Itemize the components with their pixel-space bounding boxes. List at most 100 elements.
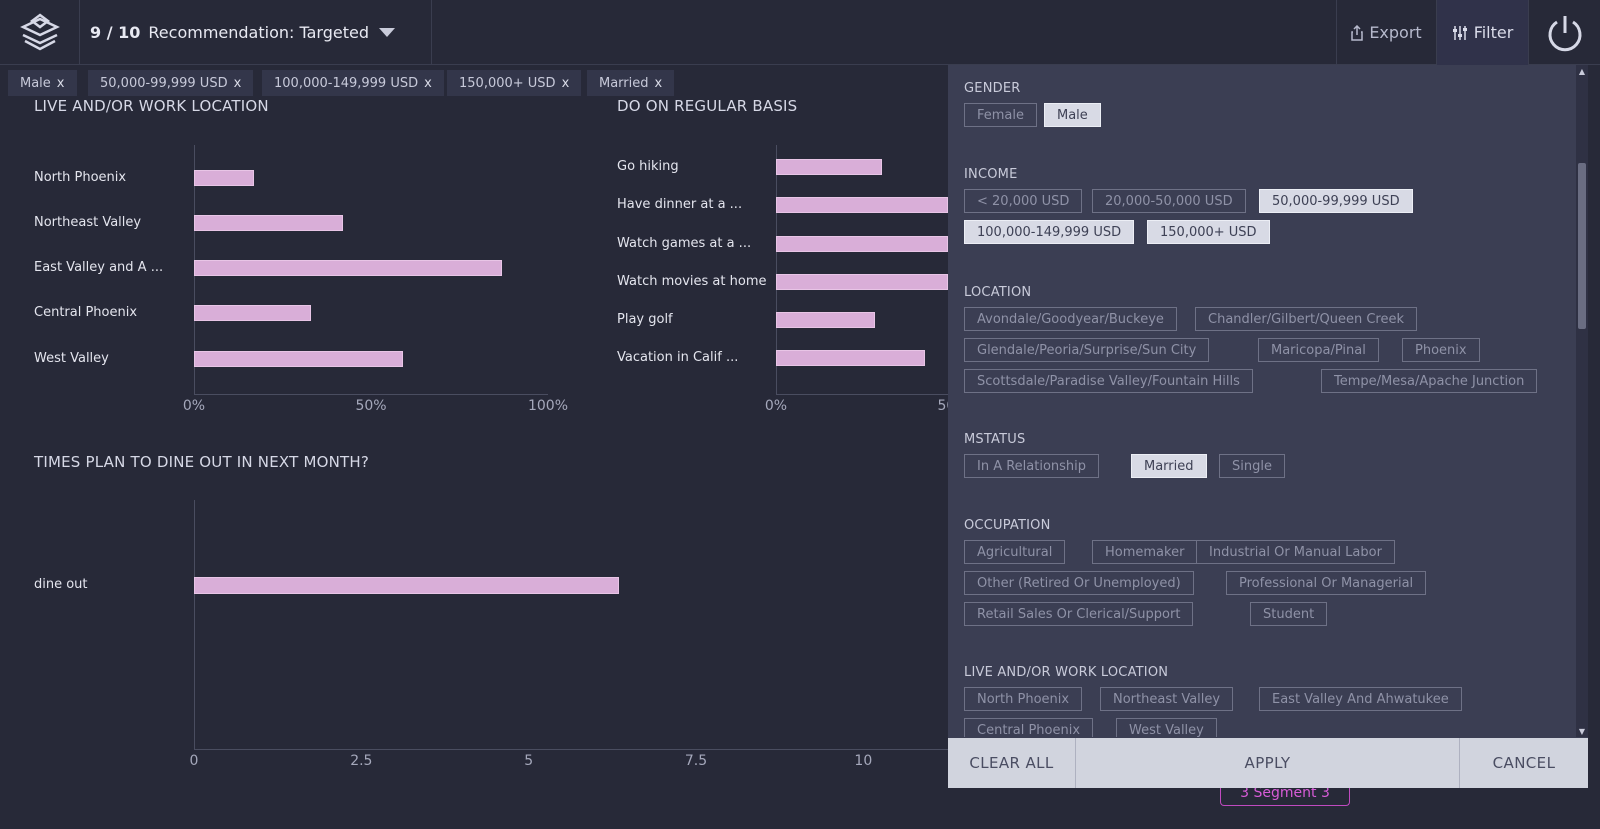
- bar[interactable]: [194, 260, 502, 276]
- x-tick-label: 0%: [764, 398, 788, 414]
- chart-title-regular-basis: DO ON REGULAR BASIS: [617, 97, 798, 115]
- apply-button[interactable]: APPLY: [1076, 738, 1460, 788]
- filter-option[interactable]: 50,000-99,999 USD: [1259, 189, 1413, 213]
- segment-button[interactable]: 3 Segment 3: [1220, 780, 1350, 806]
- export-button[interactable]: Export: [1336, 0, 1436, 65]
- filter-chip-label: 50,000-99,999 USD: [100, 75, 228, 91]
- bar[interactable]: [776, 274, 948, 290]
- filter-option[interactable]: Other (Retired Or Unemployed): [964, 571, 1194, 595]
- bar[interactable]: [776, 159, 883, 175]
- filter-label: Filter: [1473, 23, 1514, 42]
- bar[interactable]: [194, 170, 255, 186]
- filter-chip: Married x: [587, 70, 675, 96]
- filter-section-title: MSTATUS: [964, 432, 1026, 447]
- filter-panel-content[interactable]: GENDER Female Male INCOME < 20,000 USD 20,000…: [948, 65, 1576, 737]
- category-label: West Valley: [34, 351, 109, 366]
- filter-chip: 50,000-99,999 USD x: [88, 70, 254, 96]
- filter-option[interactable]: East Valley And Ahwatukee: [1259, 687, 1462, 711]
- filter-option[interactable]: Phoenix: [1402, 338, 1480, 362]
- filter-section-title: GENDER: [964, 81, 1021, 96]
- category-label: Watch games at a ...: [617, 236, 752, 251]
- filter-option[interactable]: Avondale/Goodyear/Buckeye: [964, 307, 1177, 331]
- top-bar: 9 / 10 Recommendation: Targeted Export F…: [0, 0, 1600, 65]
- filter-panel: GENDER Female Male INCOME < 20,000 USD 20,000…: [948, 65, 1588, 788]
- filter-chip: Male x: [8, 70, 77, 96]
- category-label: dine out: [34, 577, 88, 592]
- filter-option[interactable]: Maricopa/Pinal: [1258, 338, 1379, 362]
- clear-all-button[interactable]: CLEAR ALL: [948, 738, 1076, 788]
- x-tick-label: 100%: [527, 398, 569, 414]
- filter-option[interactable]: Central Phoenix: [964, 718, 1094, 737]
- filter-option[interactable]: < 20,000 USD: [964, 189, 1083, 213]
- remove-chip-icon[interactable]: x: [424, 75, 432, 91]
- bar[interactable]: [776, 350, 925, 366]
- y-axis-line: [776, 145, 777, 394]
- filter-chip: 100,000-149,999 USD x: [262, 70, 444, 96]
- filter-option[interactable]: Male: [1044, 103, 1101, 127]
- filter-section-title: LOCATION: [964, 285, 1032, 300]
- bar[interactable]: [194, 215, 343, 231]
- export-label: Export: [1369, 23, 1422, 42]
- filter-option[interactable]: Student: [1250, 602, 1328, 626]
- scrollbar-thumb[interactable]: [1578, 163, 1586, 329]
- filter-option[interactable]: Homemaker: [1092, 540, 1198, 564]
- chart-title-location: LIVE AND/OR WORK LOCATION: [34, 97, 269, 115]
- filter-section-title: OCCUPATION: [964, 518, 1051, 533]
- cancel-button[interactable]: CANCEL: [1492, 754, 1556, 772]
- category-label: East Valley and A ...: [34, 260, 164, 275]
- logo[interactable]: [0, 0, 80, 65]
- remove-chip-icon[interactable]: x: [56, 75, 65, 91]
- filter-option[interactable]: Industrial Or Manual Labor: [1196, 540, 1395, 564]
- x-tick-label: 0: [189, 753, 199, 769]
- filter-option[interactable]: Retail Sales Or Clerical/Support: [964, 602, 1194, 626]
- filter-option[interactable]: Married: [1131, 454, 1207, 478]
- filter-option[interactable]: Glendale/Peoria/Surprise/Sun City: [964, 338, 1210, 362]
- bar[interactable]: [776, 197, 948, 213]
- category-label: Have dinner at a ...: [617, 197, 743, 212]
- x-tick-label: 0%: [182, 398, 206, 414]
- category-label: Watch movies at home: [617, 274, 767, 289]
- filter-option[interactable]: North Phoenix: [964, 687, 1083, 711]
- filter-button[interactable]: Filter: [1436, 0, 1528, 65]
- scroll-down-icon[interactable]: ▼: [1578, 726, 1586, 736]
- remove-chip-icon[interactable]: x: [561, 75, 570, 91]
- bar[interactable]: [194, 351, 403, 367]
- filter-chip: 150,000+ USD x: [447, 70, 582, 96]
- bar[interactable]: [776, 312, 876, 328]
- filter-option[interactable]: Scottsdale/Paradise Valley/Fountain Hill…: [964, 369, 1253, 393]
- scroll-up-icon[interactable]: ▲: [1578, 66, 1586, 76]
- x-tick-label: 10: [854, 753, 873, 769]
- category-label: Central Phoenix: [34, 305, 138, 320]
- filter-panel-footer: CLEAR ALL APPLY CANCEL: [948, 738, 1588, 788]
- recommendation-position: 9 / 10: [90, 23, 141, 42]
- bar[interactable]: [776, 236, 948, 252]
- filter-option[interactable]: 150,000+ USD: [1147, 220, 1270, 244]
- x-tick-label: 7.5: [684, 753, 708, 769]
- filter-option[interactable]: 100,000-149,999 USD: [964, 220, 1135, 244]
- remove-chip-icon[interactable]: x: [654, 75, 663, 91]
- export-icon: [1351, 24, 1364, 41]
- recommendation-selector[interactable]: 9 / 10 Recommendation: Targeted: [80, 0, 432, 65]
- x-tick-label: 50%: [355, 398, 387, 414]
- filter-option[interactable]: Professional Or Managerial: [1226, 571, 1427, 595]
- bar[interactable]: [194, 305, 311, 321]
- filter-option[interactable]: Northeast Valley: [1100, 687, 1234, 711]
- filter-option[interactable]: 20,000-50,000 USD: [1092, 189, 1246, 213]
- filter-option[interactable]: Chandler/Gilbert/Queen Creek: [1195, 307, 1417, 331]
- x-tick-label: 5: [524, 753, 534, 769]
- filter-option[interactable]: Single: [1219, 454, 1285, 478]
- power-button[interactable]: [1528, 0, 1600, 65]
- bar[interactable]: [194, 577, 620, 594]
- filter-option[interactable]: Agricultural: [964, 540, 1066, 564]
- filter-option[interactable]: Tempe/Mesa/Apache Junction: [1321, 369, 1538, 393]
- filter-chip-label: 150,000+ USD: [459, 75, 556, 91]
- chart-title-dine-out: TIMES PLAN TO DINE OUT IN NEXT MONTH?: [34, 453, 370, 471]
- segment-button-label: 3 Segment 3: [1240, 785, 1330, 801]
- filter-chip-label: 100,000-149,999 USD: [274, 75, 419, 91]
- filter-option[interactable]: West Valley: [1116, 718, 1217, 737]
- filter-chip-label: Male: [20, 75, 51, 91]
- filter-option[interactable]: In A Relationship: [964, 454, 1100, 478]
- filter-panel-scrollbar[interactable]: ▲ ▼: [1576, 65, 1588, 737]
- filter-option[interactable]: Female: [964, 103, 1038, 127]
- remove-chip-icon[interactable]: x: [233, 75, 242, 91]
